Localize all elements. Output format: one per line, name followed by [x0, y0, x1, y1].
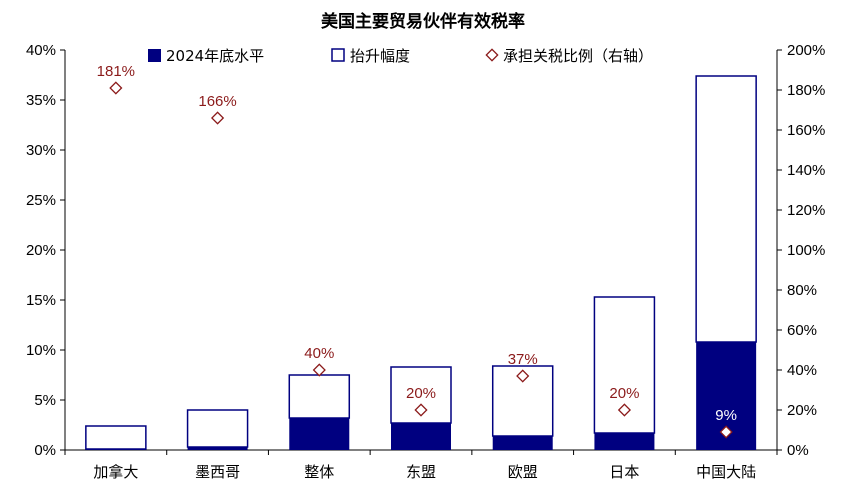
y-left-tick-label: 40%: [26, 42, 56, 59]
bar-increase: [288, 374, 351, 419]
legend-swatch-increase: [331, 48, 345, 62]
x-tick-label: 东盟: [406, 463, 436, 481]
y-left-tick-label: 25%: [26, 192, 56, 209]
marker-point: [312, 363, 326, 377]
bar-increase: [695, 75, 757, 343]
bar-base: [391, 423, 451, 450]
marker-point: [210, 111, 225, 125]
legend-swatch-base: [148, 49, 161, 62]
y-right-tick-label: 140%: [787, 162, 825, 179]
marker-data-label: 20%: [609, 385, 639, 402]
y-right-tick-label: 180%: [787, 82, 825, 99]
y-left-tick-label: 10%: [26, 342, 56, 359]
marker-data-label: 37%: [508, 351, 538, 368]
y-left-tick-label: 5%: [34, 392, 56, 409]
marker-data-label: 166%: [198, 93, 236, 110]
marker-data-label: 40%: [304, 345, 334, 362]
x-tick-label: 日本: [609, 463, 639, 481]
marker-point: [719, 425, 733, 439]
legend: 2024年底水平 抬升幅度 承担关税比例（右轴）: [148, 47, 653, 65]
legend-swatch-marker: [485, 48, 499, 62]
y-left-tick-label: 20%: [26, 242, 56, 259]
y-right-tick-label: 0%: [787, 442, 809, 459]
x-tick-label: 加拿大: [93, 463, 138, 481]
marker-point: [617, 403, 632, 417]
y-right-tick-label: 80%: [787, 282, 817, 299]
marker-point: [414, 403, 428, 417]
bar-base: [187, 447, 248, 450]
legend-label-increase: 抬升幅度: [350, 47, 410, 65]
y-right-tick-label: 40%: [787, 362, 817, 379]
bar-base: [594, 433, 655, 450]
bar-base: [289, 418, 350, 450]
y-left-tick-label: 35%: [26, 92, 56, 109]
bar-base: [85, 449, 146, 450]
marker-data-label: 181%: [97, 63, 135, 80]
bars: [85, 75, 757, 450]
y-left-tick-label: 30%: [26, 142, 56, 159]
x-tick-label: 中国大陆: [696, 463, 756, 481]
markers: 181% 166% 40% 20% 37% 20% 9%: [97, 63, 737, 439]
x-tick-label: 整体: [304, 463, 334, 481]
y-right-tick-label: 200%: [787, 42, 825, 59]
y-right-tick-label: 120%: [787, 202, 825, 219]
bar-base: [492, 436, 553, 450]
y-right-tick-label: 20%: [787, 402, 817, 419]
marker-point: [109, 81, 123, 95]
y-left-tick-label: 15%: [26, 292, 56, 309]
bar-increase: [85, 425, 147, 450]
x-tick-label: 欧盟: [508, 463, 538, 481]
y-left-tick-label: 0%: [34, 442, 56, 459]
y-right-tick-label: 60%: [787, 322, 817, 339]
y-right-tick-label: 100%: [787, 242, 825, 259]
axes: 0% 5% 10% 15% 20% 25% 30% 35% 40% 0% 20% 40% 60% 80% 1…: [26, 42, 825, 481]
marker-point: [516, 369, 530, 383]
marker-data-label: 20%: [406, 385, 436, 402]
marker-data-label: 9%: [715, 407, 737, 424]
bar-increase: [186, 409, 249, 448]
y-right-tick-label: 160%: [787, 122, 825, 139]
x-tick-label: 墨西哥: [195, 463, 240, 481]
chart-title: 美国主要贸易伙伴有效税率: [321, 11, 525, 32]
legend-label-base: 2024年底水平: [166, 47, 264, 65]
legend-label-marker: 承担关税比例（右轴）: [503, 47, 653, 65]
